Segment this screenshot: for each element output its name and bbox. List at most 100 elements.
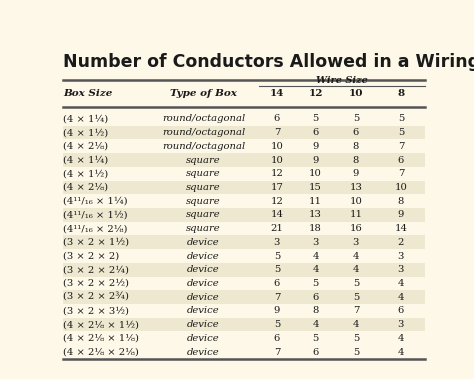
Text: 4: 4: [353, 265, 359, 274]
Text: 6: 6: [312, 128, 319, 137]
Text: 9: 9: [273, 306, 280, 315]
Text: 4: 4: [353, 252, 359, 260]
Text: 10: 10: [349, 89, 363, 98]
Text: 5: 5: [273, 265, 280, 274]
Text: (4 × 2⅛): (4 × 2⅛): [63, 183, 108, 192]
Text: (3 × 2 × 2½): (3 × 2 × 2½): [63, 279, 129, 288]
Text: 11: 11: [349, 210, 363, 219]
Text: round/octagonal: round/octagonal: [162, 128, 245, 137]
Text: 12: 12: [271, 197, 283, 206]
Text: 5: 5: [273, 320, 280, 329]
Text: 7: 7: [398, 142, 404, 151]
Text: 5: 5: [273, 252, 280, 260]
Text: Box Size: Box Size: [63, 89, 112, 98]
Text: device: device: [187, 265, 220, 274]
Text: 4: 4: [312, 265, 319, 274]
Bar: [63, 318, 425, 332]
Bar: [63, 208, 425, 222]
Text: square: square: [186, 224, 221, 233]
Text: 11: 11: [309, 197, 322, 206]
Text: 4: 4: [398, 279, 404, 288]
Text: 14: 14: [270, 89, 284, 98]
Text: square: square: [186, 169, 221, 178]
Text: 6: 6: [398, 306, 404, 315]
Text: round/octagonal: round/octagonal: [162, 114, 245, 124]
Text: 8: 8: [353, 155, 359, 164]
Text: 5: 5: [312, 334, 319, 343]
Text: (4 × 2⅛ × 2⅛): (4 × 2⅛ × 2⅛): [63, 348, 139, 357]
Text: 7: 7: [273, 293, 280, 302]
Text: Number of Conductors Allowed in a Wiring Box: Number of Conductors Allowed in a Wiring…: [63, 53, 474, 71]
Text: (3 × 2 × 1½): (3 × 2 × 1½): [63, 238, 129, 247]
Bar: [63, 345, 425, 359]
Text: 8: 8: [397, 89, 404, 98]
Text: round/octagonal: round/octagonal: [162, 142, 245, 151]
Text: 4: 4: [398, 334, 404, 343]
Text: 21: 21: [271, 224, 283, 233]
Text: 6: 6: [274, 114, 280, 124]
Text: 5: 5: [353, 293, 359, 302]
Text: 5: 5: [353, 348, 359, 357]
Text: (4 × 2⅛ × 1½): (4 × 2⅛ × 1½): [63, 320, 139, 329]
Text: Type of Box: Type of Box: [170, 89, 237, 98]
Text: (4¹¹/₁₆ × 1½): (4¹¹/₁₆ × 1½): [63, 210, 128, 219]
Text: 12: 12: [271, 169, 283, 178]
Text: (4 × 1½): (4 × 1½): [63, 169, 108, 178]
Text: 10: 10: [349, 197, 362, 206]
Text: 2: 2: [398, 238, 404, 247]
Text: 16: 16: [349, 224, 362, 233]
Text: 8: 8: [353, 142, 359, 151]
Text: 6: 6: [312, 293, 319, 302]
Text: 6: 6: [398, 155, 404, 164]
Text: 5: 5: [353, 114, 359, 124]
Text: 9: 9: [353, 169, 359, 178]
Text: 4: 4: [398, 293, 404, 302]
Text: (3 × 2 × 2¾): (3 × 2 × 2¾): [63, 293, 129, 302]
Text: 3: 3: [273, 238, 280, 247]
Text: 3: 3: [353, 238, 359, 247]
Text: 4: 4: [398, 348, 404, 357]
Text: 13: 13: [309, 210, 322, 219]
Text: 4: 4: [312, 320, 319, 329]
Text: (3 × 2 × 3½): (3 × 2 × 3½): [63, 306, 129, 315]
Text: (4 × 1½): (4 × 1½): [63, 128, 108, 137]
Text: 6: 6: [353, 128, 359, 137]
Text: device: device: [187, 306, 220, 315]
Text: 10: 10: [309, 169, 322, 178]
Text: device: device: [187, 238, 220, 247]
Text: device: device: [187, 252, 220, 260]
Text: 5: 5: [312, 279, 319, 288]
Text: 3: 3: [312, 238, 319, 247]
Text: 5: 5: [353, 279, 359, 288]
Bar: [63, 153, 425, 167]
Text: device: device: [187, 320, 220, 329]
Text: 8: 8: [398, 197, 404, 206]
Text: 10: 10: [271, 155, 283, 164]
Text: 7: 7: [398, 169, 404, 178]
Text: 9: 9: [398, 210, 404, 219]
Text: (4¹¹/₁₆ × 2⅛): (4¹¹/₁₆ × 2⅛): [63, 224, 128, 233]
Text: square: square: [186, 155, 221, 164]
Text: 6: 6: [274, 279, 280, 288]
Text: 7: 7: [273, 128, 280, 137]
Text: 14: 14: [394, 224, 407, 233]
Text: 10: 10: [271, 142, 283, 151]
Text: 5: 5: [353, 334, 359, 343]
Text: 5: 5: [312, 114, 319, 124]
Text: 15: 15: [309, 183, 322, 192]
Text: 18: 18: [309, 224, 322, 233]
Text: 4: 4: [353, 320, 359, 329]
Text: (3 × 2 × 2¼): (3 × 2 × 2¼): [63, 265, 129, 274]
Text: device: device: [187, 279, 220, 288]
Text: 7: 7: [353, 306, 359, 315]
Text: 4: 4: [312, 252, 319, 260]
Text: device: device: [187, 348, 220, 357]
Text: 8: 8: [312, 306, 319, 315]
Text: 5: 5: [398, 114, 404, 124]
Text: (3 × 2 × 2): (3 × 2 × 2): [63, 252, 119, 260]
Text: 5: 5: [398, 128, 404, 137]
Bar: [63, 126, 425, 139]
Text: 9: 9: [312, 142, 319, 151]
Text: (4 × 2⅛): (4 × 2⅛): [63, 142, 108, 151]
Bar: [63, 263, 425, 277]
